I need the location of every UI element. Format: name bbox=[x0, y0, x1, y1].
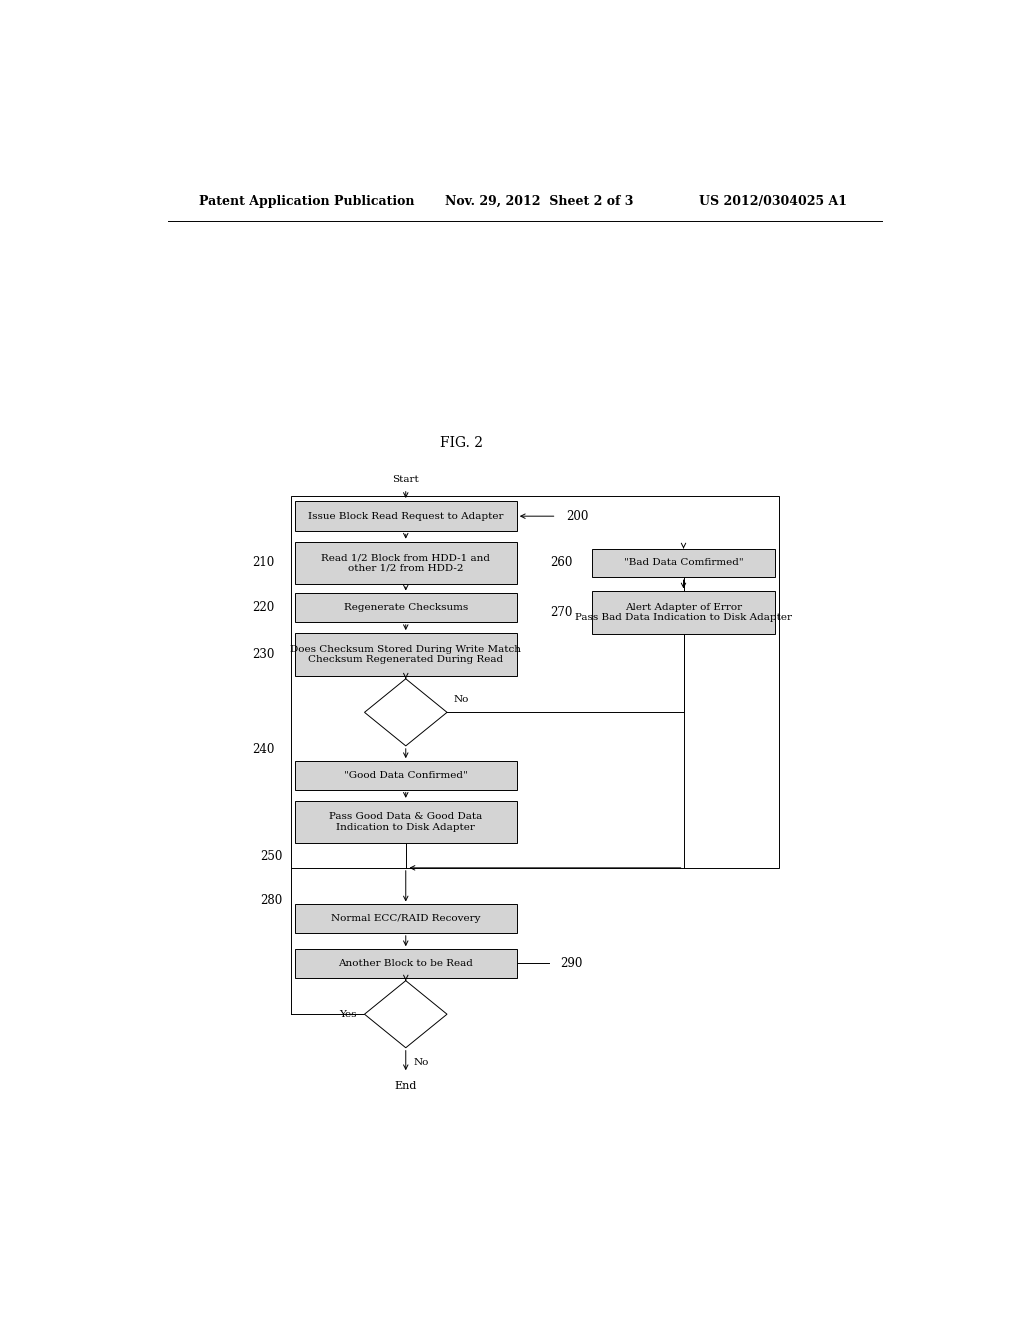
Text: 230: 230 bbox=[253, 648, 274, 661]
Text: Read 1/2 Block from HDD-1 and
other 1/2 from HDD-2: Read 1/2 Block from HDD-1 and other 1/2 … bbox=[322, 553, 490, 573]
Text: End: End bbox=[394, 1081, 417, 1092]
Text: 220: 220 bbox=[253, 601, 274, 614]
FancyBboxPatch shape bbox=[295, 801, 517, 843]
FancyBboxPatch shape bbox=[295, 500, 517, 532]
FancyBboxPatch shape bbox=[295, 762, 517, 789]
Text: 260: 260 bbox=[550, 557, 572, 569]
Text: 280: 280 bbox=[260, 894, 283, 907]
Text: Yes: Yes bbox=[339, 1010, 356, 1019]
Text: Yes: Yes bbox=[385, 762, 402, 770]
Polygon shape bbox=[365, 678, 447, 746]
Text: US 2012/0304025 A1: US 2012/0304025 A1 bbox=[699, 194, 848, 207]
Text: Does Checksum Stored During Write Match
Checksum Regenerated During Read: Does Checksum Stored During Write Match … bbox=[290, 644, 521, 664]
Text: Patent Application Publication: Patent Application Publication bbox=[200, 194, 415, 207]
Text: 200: 200 bbox=[566, 510, 589, 523]
Text: 240: 240 bbox=[253, 743, 274, 756]
Text: 210: 210 bbox=[253, 557, 274, 569]
Text: Nov. 29, 2012  Sheet 2 of 3: Nov. 29, 2012 Sheet 2 of 3 bbox=[445, 194, 634, 207]
Text: Issue Block Read Request to Adapter: Issue Block Read Request to Adapter bbox=[308, 512, 504, 520]
FancyBboxPatch shape bbox=[592, 549, 775, 577]
Text: Alert Adapter of Error
Pass Bad Data Indication to Disk Adapter: Alert Adapter of Error Pass Bad Data Ind… bbox=[575, 603, 792, 623]
FancyBboxPatch shape bbox=[295, 594, 517, 622]
Text: 250: 250 bbox=[260, 850, 283, 863]
Text: "Bad Data Comfirmed": "Bad Data Comfirmed" bbox=[624, 558, 743, 568]
Text: Normal ECC/RAID Recovery: Normal ECC/RAID Recovery bbox=[331, 915, 480, 923]
FancyBboxPatch shape bbox=[295, 949, 517, 978]
Text: No: No bbox=[454, 696, 469, 704]
Text: Start: Start bbox=[392, 475, 419, 483]
Text: No: No bbox=[414, 1057, 429, 1067]
Text: Pass Good Data & Good Data
Indication to Disk Adapter: Pass Good Data & Good Data Indication to… bbox=[329, 812, 482, 832]
Text: 290: 290 bbox=[560, 957, 583, 970]
FancyBboxPatch shape bbox=[592, 591, 775, 634]
Text: 270: 270 bbox=[550, 606, 572, 619]
Text: FIG. 2: FIG. 2 bbox=[440, 436, 482, 450]
Polygon shape bbox=[365, 981, 447, 1048]
Text: Regenerate Checksums: Regenerate Checksums bbox=[344, 603, 468, 612]
Text: "Good Data Confirmed": "Good Data Confirmed" bbox=[344, 771, 468, 780]
FancyBboxPatch shape bbox=[295, 904, 517, 933]
FancyBboxPatch shape bbox=[295, 634, 517, 676]
FancyBboxPatch shape bbox=[295, 541, 517, 585]
Text: Another Block to be Read: Another Block to be Read bbox=[338, 958, 473, 968]
